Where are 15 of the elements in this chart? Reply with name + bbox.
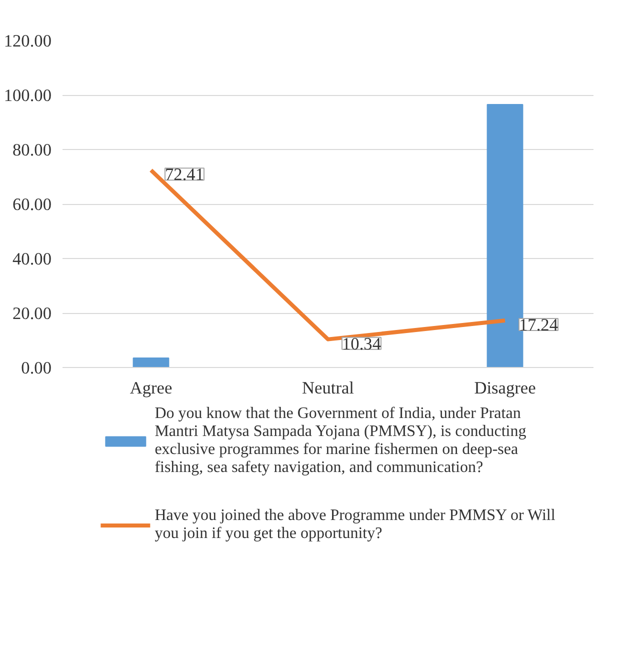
data-label: 72.41 xyxy=(165,165,204,184)
legend-label: Do you know that the Government of India, under Pratan Mantri Matysa Sampada Yojana (PMMSY), is conducting exclusive programmes for marine fishermen on deep-sea fishing, sea safety navigation, and communication? xyxy=(154,405,526,477)
x-tick-label: Neutral xyxy=(302,378,354,398)
y-tick-label: 80.00 xyxy=(12,140,52,160)
y-tick-label: 40.00 xyxy=(12,250,52,268)
y-tick-label: 120.00 xyxy=(4,32,52,50)
legend-label: Have you joined the above Programme under PMMSY or Will you join if you get the opportunity? xyxy=(154,507,556,543)
y-tick-label: 0.00 xyxy=(21,358,52,378)
x-tick-label: Agree xyxy=(130,378,172,398)
data-label: 10.34 xyxy=(342,334,382,354)
y-tick-label: 100.00 xyxy=(4,86,52,105)
y-tick-label: 60.00 xyxy=(12,195,52,214)
x-tick-label: Disagree xyxy=(474,378,536,398)
y-tick-label: 20.00 xyxy=(12,304,52,323)
data-label: 17.24 xyxy=(519,316,558,335)
